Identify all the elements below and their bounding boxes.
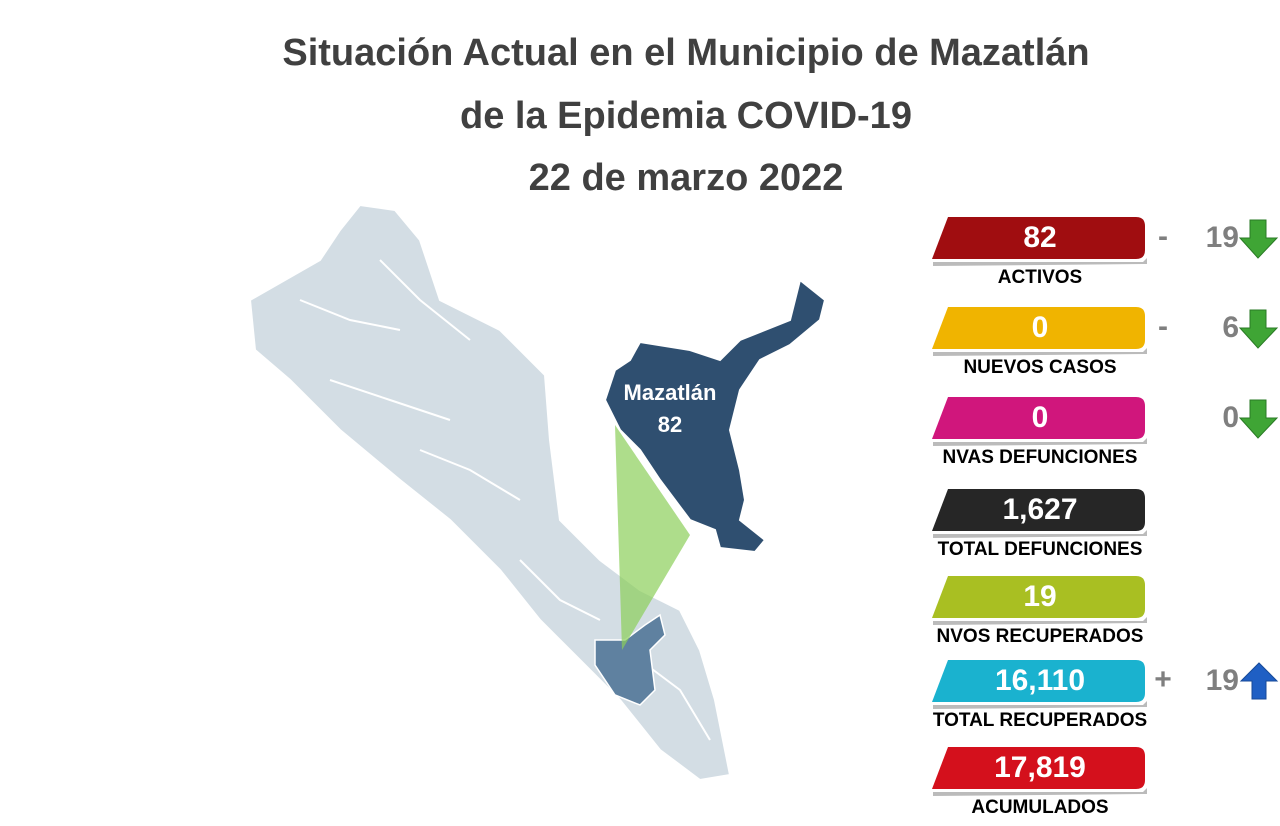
state-shape [248, 203, 732, 782]
stat-value: 0 [1032, 311, 1049, 344]
arrow-down [1238, 399, 1279, 439]
stat-shadow [933, 530, 1147, 538]
change-sign: + [1154, 663, 1172, 696]
stat-value: 19 [1023, 580, 1056, 613]
stat-shadow [933, 701, 1147, 709]
stat-pill [932, 660, 1145, 702]
stat-pill [932, 397, 1145, 439]
stat-pill [932, 576, 1145, 618]
stats-panel: 82 ACTIVOS - 19 0 NUEVOS CASOS - 6 0 NVAS DEFUNCI… [932, 217, 1279, 818]
stat-label: TOTAL DEFUNCIONES [938, 539, 1143, 560]
stat-pill [932, 217, 1145, 259]
state-map: Mazatlán 82 [248, 203, 827, 782]
zoom-beam [615, 425, 690, 650]
stat-label: NUEVOS CASOS [963, 357, 1116, 378]
arrow-up [1239, 662, 1279, 700]
change-value: 0 [1222, 401, 1239, 434]
stat-shadow [933, 438, 1147, 446]
municipality-small [594, 613, 666, 706]
change-value: 19 [1206, 664, 1239, 697]
map-value: 82 [658, 412, 682, 437]
stat-label: ACUMULADOS [971, 797, 1108, 818]
stat-label: ACTIVOS [998, 267, 1082, 288]
title-line: 22 de marzo 2022 [529, 157, 844, 199]
stat-shadow [933, 348, 1147, 356]
title-line: Situación Actual en el Municipio de Maza… [282, 32, 1089, 74]
change-sign: - [1158, 220, 1168, 253]
arrow-down [1238, 219, 1279, 259]
arrow-down [1238, 309, 1279, 349]
stat-pill [932, 747, 1145, 789]
stat-label: TOTAL RECUPERADOS [933, 710, 1147, 731]
stat-value: 17,819 [994, 751, 1086, 784]
stat-value: 82 [1023, 221, 1056, 254]
municipality-zoom [603, 278, 827, 554]
stat-label: NVOS RECUPERADOS [937, 626, 1144, 647]
stat-shadow [933, 788, 1147, 796]
borders [299, 259, 711, 741]
stat-value: 1,627 [1002, 493, 1077, 526]
change-sign: - [1158, 310, 1168, 343]
stat-shadow [933, 258, 1147, 266]
stat-pill [932, 489, 1145, 531]
stat-shadow [933, 617, 1147, 625]
map-name: Mazatlán [624, 380, 717, 405]
change-value: 19 [1206, 221, 1239, 254]
change-value: 6 [1222, 311, 1239, 344]
stat-value: 0 [1032, 401, 1049, 434]
stat-pill [932, 307, 1145, 349]
stat-label: NVAS DEFUNCIONES [943, 447, 1138, 468]
stat-value: 16,110 [995, 664, 1085, 697]
title-line: de la Epidemia COVID-19 [460, 95, 912, 137]
